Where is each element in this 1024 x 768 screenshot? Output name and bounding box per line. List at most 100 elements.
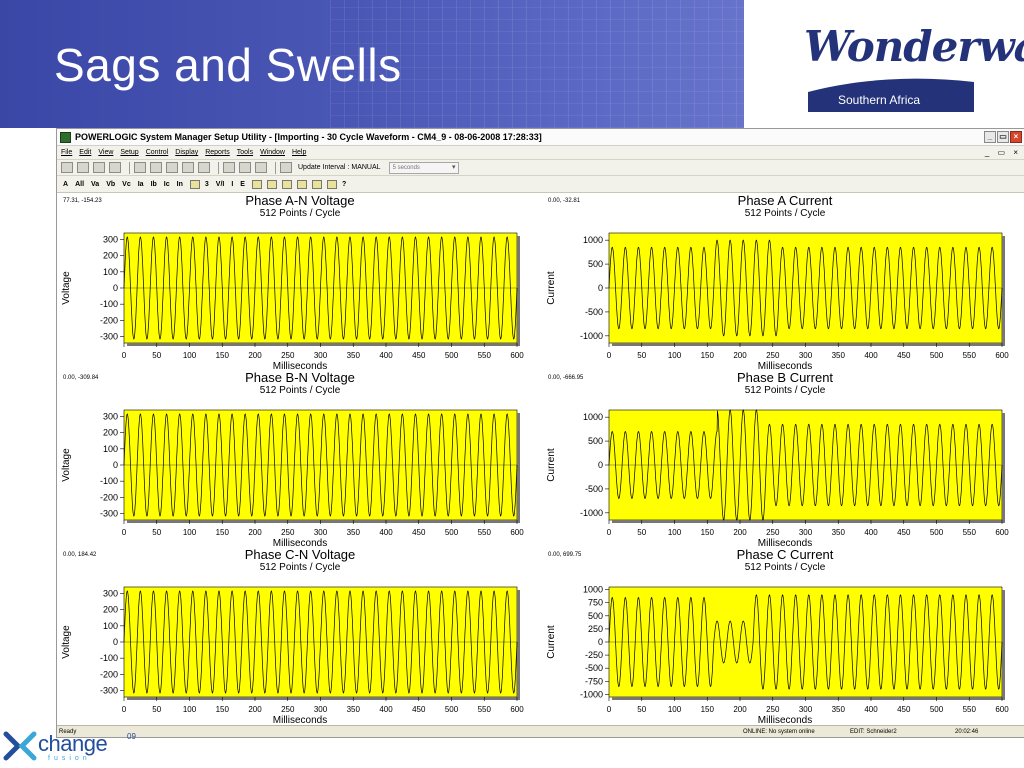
y-tick-label: 100	[103, 444, 118, 454]
clock-icon[interactable]	[182, 162, 194, 173]
menu-tools[interactable]: Tools	[236, 149, 254, 156]
cursor-readout: 77.31, -154.23	[63, 198, 102, 204]
channel-in-button[interactable]: In	[176, 180, 183, 188]
x-tick-label: 100	[183, 351, 197, 360]
y-tick-label: -300	[100, 509, 118, 519]
menu-file[interactable]: File	[61, 149, 73, 156]
x-tick-label: 250	[281, 705, 295, 714]
x-axis-label: Milliseconds	[758, 538, 812, 549]
y-tick-label: -1000	[580, 508, 603, 518]
waveform-icon[interactable]	[281, 179, 292, 189]
list-icon[interactable]	[166, 162, 178, 173]
chart-subtitle: 512 Points / Cycle	[260, 208, 341, 219]
menu-view[interactable]: View	[98, 149, 114, 156]
update-interval-value: MANUAL	[351, 164, 381, 171]
status-ready: Ready	[59, 728, 77, 735]
channel-ib-button[interactable]: Ib	[150, 180, 157, 188]
x-tick-label: 350	[347, 705, 361, 714]
toolbar-separator	[275, 161, 276, 174]
x-tick-label: 150	[701, 705, 715, 714]
three-phase-button[interactable]: 3	[204, 180, 209, 188]
meter-icon[interactable]	[198, 162, 210, 173]
y-axis-label: Voltage	[61, 625, 72, 659]
x-tick-label: 50	[152, 351, 161, 360]
menu-display[interactable]: Display	[175, 149, 199, 156]
energy-button[interactable]: E	[240, 180, 245, 188]
print-icon[interactable]	[61, 162, 73, 173]
device-icon[interactable]	[134, 162, 146, 173]
x-tick-label: 250	[766, 351, 780, 360]
menu-setup[interactable]: Setup	[120, 149, 139, 156]
channel-all-button[interactable]: All	[75, 180, 85, 188]
waveform-line	[608, 239, 1003, 337]
stop-icon[interactable]	[77, 162, 89, 173]
window-titlebar: POWERLOGIC System Manager Setup Utility …	[57, 129, 1024, 146]
grid-icon[interactable]	[255, 162, 267, 173]
x-tick-label: 300	[314, 351, 328, 360]
channel-ia-button[interactable]: Ia	[137, 180, 144, 188]
x-tick-label: 100	[668, 705, 682, 714]
chart-icon[interactable]	[239, 162, 251, 173]
bar-chart-icon[interactable]	[296, 179, 307, 189]
menu-edit[interactable]: Edit	[79, 149, 92, 156]
channel-ic-button[interactable]: Ic	[163, 180, 170, 188]
y-tick-label: 500	[588, 436, 603, 446]
zoom-in-icon[interactable]	[251, 179, 262, 189]
y-tick-label: -200	[100, 669, 118, 679]
x-tick-label: 350	[832, 351, 846, 360]
y-tick-label: -500	[585, 663, 603, 673]
menu-help[interactable]: Help	[291, 149, 307, 156]
menu-control[interactable]: Control	[145, 149, 169, 156]
minimize-button[interactable]: _	[984, 131, 996, 143]
reset-view-icon[interactable]	[189, 179, 200, 189]
waveform-line	[608, 594, 1003, 690]
y-tick-label: -500	[585, 484, 603, 494]
settings-icon[interactable]	[109, 162, 121, 173]
waveform-plot-area: 77.31, -154.23 Phase A-N Voltage 512 Point…	[57, 193, 1024, 727]
channel-a-button[interactable]: A	[63, 180, 69, 188]
x-tick-label: 0	[122, 351, 127, 360]
check-icon[interactable]	[93, 162, 105, 173]
channel-va-button[interactable]: Va	[91, 180, 100, 188]
menu-window[interactable]: Window	[260, 149, 285, 156]
flag-icon[interactable]	[223, 162, 235, 173]
plot-shadow	[517, 590, 520, 700]
chart-subtitle: 512 Points / Cycle	[745, 385, 826, 396]
menu-reports[interactable]: Reports	[205, 149, 230, 156]
y-tick-label: 1000	[583, 585, 603, 595]
y-tick-label: 1000	[583, 235, 603, 245]
status-edit: EDIT: Schneider2	[850, 728, 897, 735]
table-view-icon[interactable]	[326, 179, 337, 189]
close-button[interactable]: ×	[1010, 131, 1022, 143]
table-icon[interactable]	[150, 162, 162, 173]
restore-button[interactable]: ▭	[997, 131, 1009, 143]
plot-shadow	[517, 413, 520, 523]
zoom-out-icon[interactable]	[266, 179, 277, 189]
rms-icon[interactable]	[311, 179, 322, 189]
x-tick-label: 150	[701, 528, 715, 537]
x-tick-label: 100	[668, 351, 682, 360]
channel-toolbar: A All Va Vb Vc Ia Ib Ic In 3 V/I I E ?	[57, 176, 1024, 193]
help-button[interactable]: ?	[341, 180, 347, 188]
current-button[interactable]: I	[231, 180, 234, 188]
x-tick-label: 400	[379, 705, 393, 714]
voltage-current-button[interactable]: V/I	[215, 180, 225, 188]
header-banner: Sags and Swells Wonderware Southern Afri…	[0, 0, 1024, 128]
plot-shadow	[612, 343, 1005, 346]
x-tick-label: 600	[510, 528, 524, 537]
update-icon[interactable]	[280, 162, 292, 173]
x-tick-label: 300	[799, 705, 813, 714]
x-tick-label: 250	[281, 528, 295, 537]
plot-shadow	[1002, 236, 1005, 346]
chart-subtitle: 512 Points / Cycle	[260, 385, 341, 396]
status-bar: Ready ONLINE: No system online EDIT: Sch…	[57, 725, 1024, 737]
plot-shadow	[1002, 413, 1005, 523]
y-tick-label: 100	[103, 267, 118, 277]
interval-select[interactable]: 5 seconds	[388, 161, 459, 174]
channel-vb-button[interactable]: Vb	[106, 180, 116, 188]
mdi-controls[interactable]: _ ▭ ×	[984, 148, 1021, 157]
channel-vc-button[interactable]: Vc	[122, 180, 131, 188]
footer-logo-year: 09	[127, 732, 136, 741]
y-tick-label: 300	[103, 588, 118, 598]
x-tick-label: 200	[733, 528, 747, 537]
